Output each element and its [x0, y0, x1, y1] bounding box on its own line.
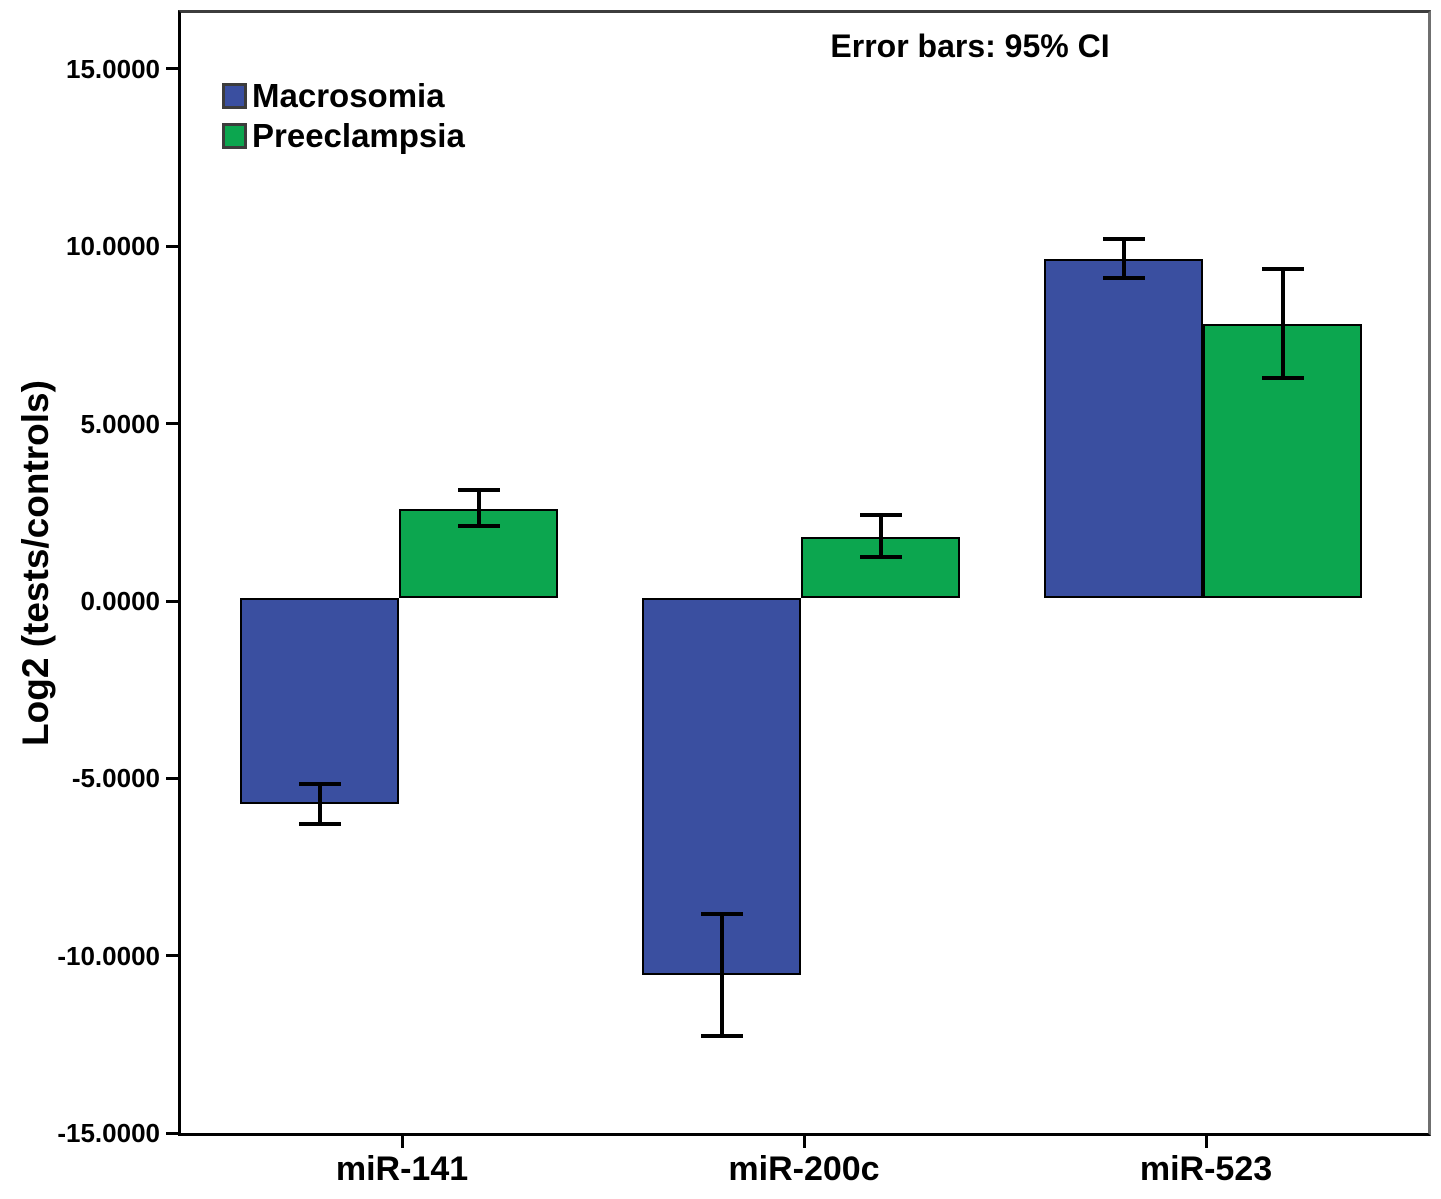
y-tick-mark [166, 244, 179, 248]
error-bar-cap-top-preeclampsia-miR-200c [859, 513, 902, 517]
y-tick-label: -5.0000 [71, 763, 160, 794]
y-axis-title: Log2 (tests/controls) [15, 380, 56, 746]
bar-macrosomia-miR-523 [1044, 258, 1203, 598]
legend-label-preeclampsia: Preeclampsia [252, 117, 465, 154]
error-bar-cap-top-macrosomia-miR-200c [700, 911, 743, 916]
x-tick-label-miR-141: miR-141 [335, 1150, 469, 1188]
x-tick-label-miR-200c: miR-200c [728, 1150, 880, 1188]
legend-swatch-macrosomia [222, 83, 247, 109]
error-bar-stem-macrosomia-miR-141 [317, 783, 322, 825]
y-tick-label: 10.0000 [66, 231, 160, 262]
error-bar-cap-bottom-preeclampsia-miR-141 [457, 523, 500, 528]
y-tick-mark [166, 422, 179, 426]
x-tick-mark [802, 1136, 806, 1148]
error-bars-annotation: Error bars: 95% CI [830, 28, 1110, 64]
error-bar-cap-top-preeclampsia-miR-523 [1261, 267, 1304, 272]
legend-item-macrosomia: Macrosomia [222, 76, 465, 116]
x-tick-label-miR-523: miR-523 [1139, 1150, 1273, 1188]
y-tick-label: 15.0000 [66, 53, 160, 84]
error-bar-stem-macrosomia-miR-200c [719, 913, 724, 1036]
legend-item-preeclampsia: Preeclampsia [222, 116, 465, 156]
y-tick-label: 5.0000 [80, 408, 160, 439]
y-tick-mark [166, 776, 179, 780]
error-bar-cap-top-macrosomia-miR-141 [298, 781, 341, 786]
error-bar-cap-bottom-macrosomia-miR-523 [1102, 275, 1145, 280]
y-tick-mark [166, 599, 179, 603]
y-tick-mark [166, 67, 179, 71]
legend: Macrosomia Preeclampsia [222, 76, 465, 156]
y-tick-label: -10.0000 [57, 940, 160, 971]
error-bar-stem-preeclampsia-miR-200c [878, 515, 883, 558]
error-bar-cap-bottom-preeclampsia-miR-523 [1261, 375, 1304, 380]
error-bar-cap-bottom-macrosomia-miR-141 [298, 822, 341, 827]
error-bar-cap-bottom-preeclampsia-miR-200c [859, 555, 902, 560]
y-tick-label: -15.0000 [57, 1118, 160, 1149]
bar-macrosomia-miR-141 [240, 598, 399, 804]
plot-area [178, 10, 1431, 1136]
error-bar-stem-macrosomia-miR-523 [1121, 239, 1126, 278]
error-bar-cap-bottom-macrosomia-miR-200c [700, 1033, 743, 1038]
legend-label-macrosomia: Macrosomia [252, 77, 445, 114]
error-bar-stem-preeclampsia-miR-141 [476, 490, 481, 526]
y-tick-label: 0.0000 [80, 586, 160, 616]
x-tick-mark [400, 1136, 404, 1148]
bar-preeclampsia-miR-523 [1203, 324, 1362, 598]
legend-swatch-preeclampsia [222, 123, 247, 149]
y-tick-mark [166, 1131, 179, 1135]
x-tick-mark [1204, 1136, 1208, 1148]
y-tick-mark [166, 954, 179, 958]
error-bar-cap-top-macrosomia-miR-523 [1102, 237, 1145, 242]
error-bar-cap-top-preeclampsia-miR-141 [457, 488, 500, 493]
error-bar-stem-preeclampsia-miR-523 [1280, 269, 1285, 378]
